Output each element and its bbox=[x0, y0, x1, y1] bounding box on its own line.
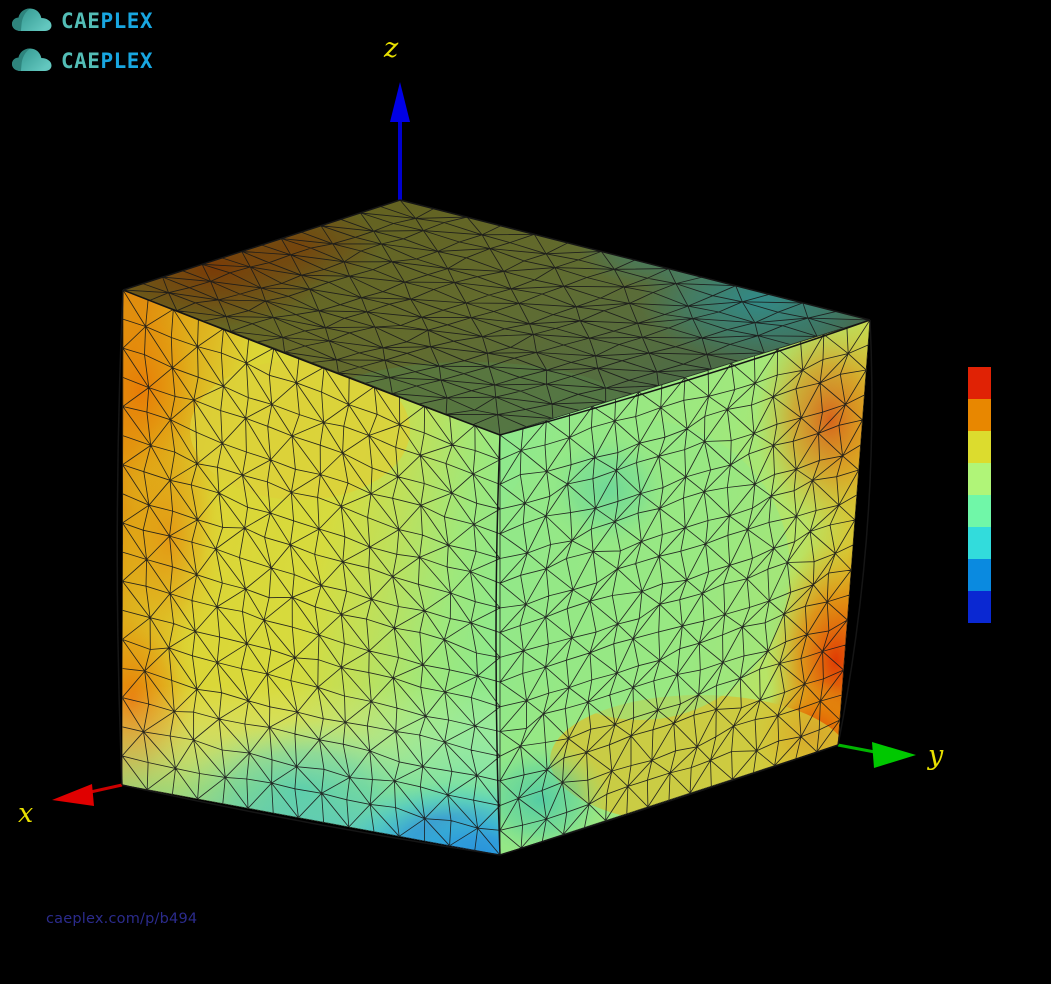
logo-text-cae: CAE bbox=[61, 48, 101, 73]
cloud-icon bbox=[12, 8, 52, 31]
watermark-logo-secondary: CAEPLEX bbox=[12, 48, 153, 74]
colorbar-band-5 bbox=[968, 495, 991, 527]
axis-label-x: x bbox=[18, 798, 34, 829]
wire-group bbox=[500, 320, 870, 855]
logo-wordmark: CAEPLEX bbox=[61, 48, 154, 73]
axis-triad bbox=[52, 82, 916, 806]
axis-label-z: z bbox=[384, 33, 399, 64]
z-axis-arrow-head bbox=[390, 82, 410, 122]
x-axis-arrow-head bbox=[52, 784, 94, 806]
colorbar-band-7 bbox=[968, 559, 991, 591]
project-url-label[interactable]: caeplex.com/p/b494 bbox=[46, 911, 198, 927]
watermark-logo-primary: CAEPLEX bbox=[12, 8, 153, 34]
logo-text-plex: PLEX bbox=[100, 8, 154, 33]
colorbar-band-2 bbox=[968, 399, 991, 431]
axis-label-y: y bbox=[928, 740, 944, 771]
logo-text-cae: CAE bbox=[61, 8, 101, 33]
colorbar-band-3 bbox=[968, 431, 991, 463]
mesh-feature-edges bbox=[116, 199, 873, 856]
cloud-icon bbox=[12, 48, 52, 71]
colorbar-band-8 bbox=[968, 591, 991, 623]
result-colorbar[interactable] bbox=[968, 367, 991, 623]
colorbar-band-4 bbox=[968, 463, 991, 495]
logo-wordmark: CAEPLEX bbox=[61, 8, 154, 33]
colorbar-band-6 bbox=[968, 527, 991, 559]
colorbar-band-1 bbox=[968, 367, 991, 399]
y-axis-arrow-head bbox=[872, 742, 916, 768]
logo-text-plex: PLEX bbox=[100, 48, 154, 73]
